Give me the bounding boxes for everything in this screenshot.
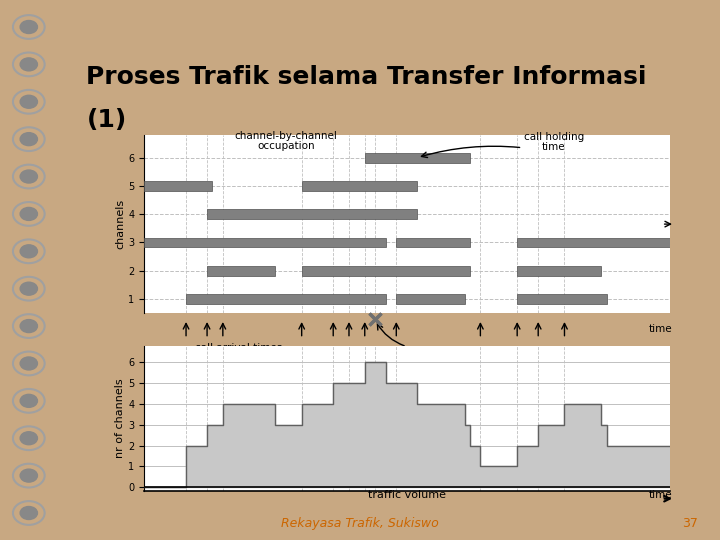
Circle shape: [20, 469, 37, 482]
Text: call arrival times: call arrival times: [195, 343, 282, 354]
Bar: [302, 266, 470, 276]
Bar: [396, 294, 464, 304]
Circle shape: [20, 394, 37, 407]
Circle shape: [20, 207, 37, 220]
Bar: [207, 266, 275, 276]
FancyBboxPatch shape: [0, 0, 54, 540]
Circle shape: [20, 432, 37, 445]
Circle shape: [20, 21, 37, 33]
Text: traffic volume: traffic volume: [368, 490, 446, 501]
Circle shape: [20, 133, 37, 146]
Circle shape: [20, 170, 37, 183]
Text: nr of channels: nr of channels: [149, 379, 223, 389]
Text: blocked call: blocked call: [365, 356, 427, 367]
Circle shape: [20, 357, 37, 370]
Bar: [517, 238, 670, 247]
Y-axis label: channels: channels: [115, 199, 125, 249]
Bar: [186, 294, 386, 304]
Bar: [144, 238, 386, 247]
Text: occupied: occupied: [163, 399, 210, 409]
Text: time: time: [649, 490, 672, 501]
Bar: [207, 209, 418, 219]
Text: channel-by-channel: channel-by-channel: [235, 131, 338, 140]
Circle shape: [20, 245, 37, 258]
Bar: [365, 153, 470, 163]
Text: call holding: call holding: [524, 132, 584, 142]
Circle shape: [20, 282, 37, 295]
Polygon shape: [144, 362, 670, 487]
Text: time: time: [649, 324, 672, 334]
Text: time: time: [542, 142, 566, 152]
Y-axis label: nr of channels: nr of channels: [115, 379, 125, 458]
Bar: [517, 294, 606, 304]
Text: Rekayasa Trafik, Sukiswo: Rekayasa Trafik, Sukiswo: [281, 517, 439, 530]
Bar: [302, 181, 418, 191]
Circle shape: [20, 58, 37, 71]
Text: (1): (1): [86, 108, 127, 132]
Circle shape: [20, 320, 37, 333]
Circle shape: [20, 95, 37, 108]
Bar: [396, 238, 470, 247]
Text: Proses Trafik selama Transfer Informasi: Proses Trafik selama Transfer Informasi: [86, 65, 647, 89]
Bar: [144, 181, 212, 191]
Text: occupation: occupation: [257, 140, 315, 151]
Bar: [517, 266, 601, 276]
Circle shape: [20, 507, 37, 519]
Text: 37: 37: [683, 517, 698, 530]
